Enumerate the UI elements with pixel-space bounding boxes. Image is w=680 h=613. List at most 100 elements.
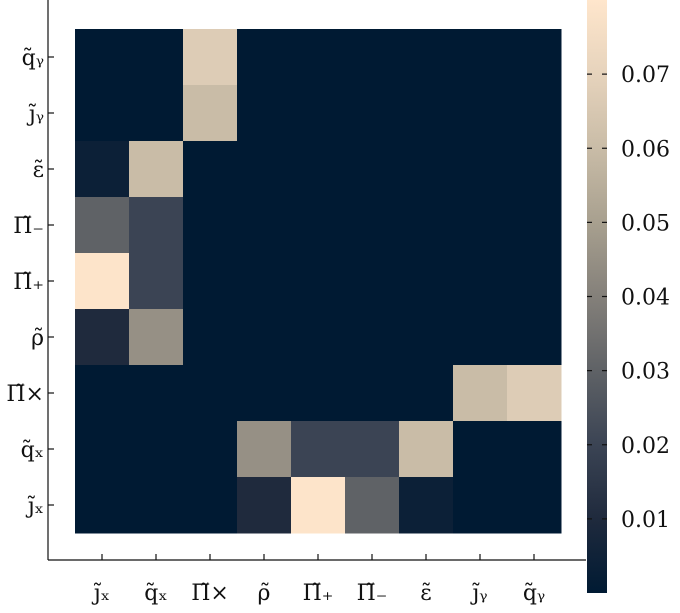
y-tick-label: Π̃₋ (13, 214, 44, 239)
heatmap-cell (75, 421, 130, 478)
heatmap-cell (237, 29, 292, 86)
heatmap-cell (507, 365, 562, 422)
y-tick-label: q̃ₓ (21, 438, 44, 463)
heatmap-cell (453, 253, 508, 310)
heatmap-cell (507, 309, 562, 366)
heatmap-cell (507, 253, 562, 310)
x-tick-label: ε̃ (420, 581, 431, 606)
colorbar-tick-label: 0.04 (621, 286, 670, 311)
y-axis-ticks: q̃ᵧ j̃ᵧ ε̃ Π̃₋ Π̃₊ ρ̃ Π̃× q̃ₓ j̃ₓ (6, 46, 54, 519)
heatmap-cell (291, 421, 346, 478)
heatmap-cell (183, 197, 238, 254)
colorbar-tick-label: 0.06 (621, 137, 670, 162)
y-tick-label: Π̃₊ (13, 270, 44, 295)
y-tick-label: ρ̃ (31, 326, 44, 351)
x-tick-label: j̃ᵧ (469, 581, 487, 606)
heatmap-cell (507, 29, 562, 86)
heatmap-cell (183, 421, 238, 478)
heatmap-cell (75, 85, 130, 142)
colorbar: 0.01 0.02 0.03 0.04 0.05 0.06 0.07 (587, 0, 670, 593)
heatmap-cell (345, 197, 400, 254)
heatmap-cell (237, 197, 292, 254)
colorbar-tick-label: 0.03 (621, 360, 670, 385)
heatmap-cell (129, 365, 184, 422)
y-tick-label: Π̃× (6, 382, 44, 407)
heatmap-cell (453, 421, 508, 478)
heatmap-cell (345, 477, 400, 534)
y-tick-label: q̃ᵧ (22, 46, 44, 71)
heatmap-cell (453, 365, 508, 422)
heatmap-cell (399, 85, 454, 142)
heatmap-cell (291, 197, 346, 254)
x-tick-label: q̃ᵧ (523, 581, 545, 606)
heatmap-cell (75, 29, 130, 86)
x-tick-label: Π̃₊ (303, 581, 334, 606)
heatmap-cell (345, 309, 400, 366)
heatmap-cell (345, 253, 400, 310)
heatmap-cell (453, 477, 508, 534)
heatmap-cell (291, 85, 346, 142)
heatmap-cell (453, 309, 508, 366)
heatmap-cell (129, 197, 184, 254)
heatmap-cell (129, 477, 184, 534)
heatmap-cell (291, 365, 346, 422)
x-tick-label: q̃ₓ (144, 581, 167, 606)
heatmap-cell (399, 197, 454, 254)
heatmap-cell (75, 197, 130, 254)
heatmap-cell (345, 29, 400, 86)
heatmap-cell (345, 421, 400, 478)
x-tick-label: Π̃₋ (357, 581, 388, 606)
heatmap-cell (75, 141, 130, 198)
heatmap-cell (237, 421, 292, 478)
colorbar-tick-label: 0.02 (621, 434, 670, 459)
heatmap-cell (237, 477, 292, 534)
heatmap-cell (507, 141, 562, 198)
heatmap-cell (129, 421, 184, 478)
heatmap-cell (237, 309, 292, 366)
heatmap-cell (183, 29, 238, 86)
heatmap-cell (507, 85, 562, 142)
x-tick-label: j̃ₓ (91, 581, 110, 606)
heatmap-cell (507, 421, 562, 478)
y-tick-label: j̃ₓ (25, 494, 44, 519)
heatmap-cell (183, 477, 238, 534)
heatmap-cell (129, 29, 184, 86)
heatmap-cell (399, 365, 454, 422)
heatmap-cell (291, 141, 346, 198)
x-axis-ticks: j̃ₓ q̃ₓ Π̃× ρ̃ Π̃₊ Π̃₋ ε̃ j̃ᵧ q̃ᵧ (91, 554, 545, 606)
heatmap-cell (345, 365, 400, 422)
heatmap-cell (507, 197, 562, 254)
y-tick-label: j̃ᵧ (26, 102, 44, 127)
colorbar-tick-label: 0.05 (621, 211, 670, 236)
heatmap-cell (291, 29, 346, 86)
heatmap-cell (453, 85, 508, 142)
heatmap-cell (129, 253, 184, 310)
heatmap-cell (291, 309, 346, 366)
heatmap-cell (291, 253, 346, 310)
heatmap-cell (399, 29, 454, 86)
heatmap-cell (399, 253, 454, 310)
heatmap-cell (75, 309, 130, 366)
heatmap-cell (399, 421, 454, 478)
heatmap-cell (345, 85, 400, 142)
x-tick-label: ρ̃ (258, 581, 271, 606)
y-tick-label: ε̃ (33, 158, 44, 183)
colorbar-tick-label: 0.07 (621, 63, 670, 88)
heatmap-cell (399, 309, 454, 366)
heatmap-cell (291, 477, 346, 534)
heatmap-cell (453, 197, 508, 254)
colorbar-tick-label: 0.01 (621, 508, 670, 533)
heatmap-cell (399, 141, 454, 198)
heatmap-cell (183, 365, 238, 422)
heatmap-cell (183, 85, 238, 142)
x-tick-label: Π̃× (191, 581, 229, 606)
heatmap-cell (453, 141, 508, 198)
heatmap-cell (75, 253, 130, 310)
heatmap-cell (129, 85, 184, 142)
heatmap-cell (75, 365, 130, 422)
heatmap-cell (237, 365, 292, 422)
heatmap-cell (453, 29, 508, 86)
heatmap-cell (183, 141, 238, 198)
heatmap-cell (399, 477, 454, 534)
